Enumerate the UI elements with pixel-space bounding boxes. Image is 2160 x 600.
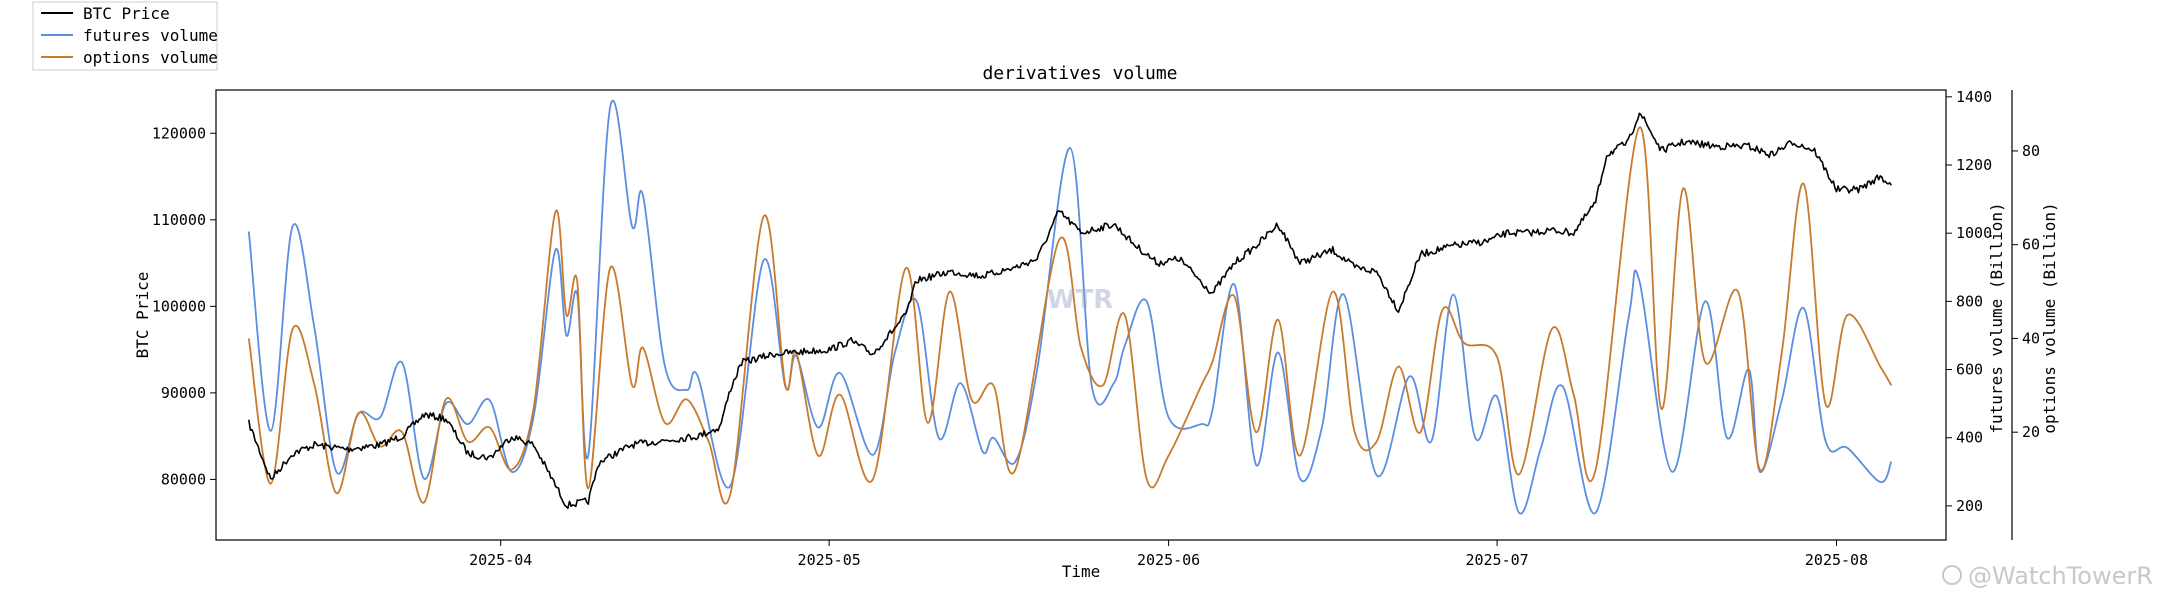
axis-ticks: 2025-04 2025-05 2025-06 2025-07 2025-08 80000… (152, 88, 2040, 569)
futures-tick-label: 1400 (1956, 88, 1992, 106)
btc-tick-label: 100000 (152, 297, 206, 315)
center-watermark: WTR (1047, 285, 1113, 315)
futures-tick-label: 800 (1956, 292, 1983, 310)
options-volume-line (247, 126, 1893, 505)
legend-label-options: options volume (83, 48, 218, 67)
x-tick-label: 2025-07 (1465, 551, 1528, 569)
legend-label-btc: BTC Price (83, 4, 170, 23)
btc-tick-label: 90000 (161, 384, 206, 402)
legend: BTC Price futures volume options volume (32, 1, 218, 71)
options-tick-label: 40 (2022, 329, 2040, 347)
futures-tick-label: 1000 (1956, 224, 1992, 242)
y-axis-label-options: options volume (Billion) (2040, 202, 2059, 433)
x-axis-label: Time (1062, 562, 1101, 581)
futures-tick-label: 600 (1956, 361, 1983, 379)
options-tick-label: 60 (2022, 236, 2040, 254)
futures-tick-label: 1200 (1956, 156, 1992, 174)
futures-volume-line (247, 99, 1893, 515)
btc-tick-label: 120000 (152, 124, 206, 142)
futures-tick-label: 400 (1956, 429, 1983, 447)
plot-frame (215, 89, 1947, 541)
btc-tick-label: 110000 (152, 211, 206, 229)
btc-price-line (248, 112, 1892, 510)
corner-watermark: @WatchTowerR (1942, 562, 2153, 590)
y-axis-label-futures: futures volume (Billion) (1987, 202, 2006, 433)
futures-tick-label: 200 (1956, 497, 1983, 515)
chart-title: derivatives volume (982, 63, 1177, 84)
x-tick-label: 2025-04 (469, 551, 532, 569)
weibo-logo-icon (1942, 565, 1962, 585)
legend-label-futures: futures volume (83, 26, 218, 45)
btc-tick-label: 80000 (161, 470, 206, 488)
options-tick-label: 20 (2022, 423, 2040, 441)
y-axis-label-btc: BTC Price (133, 272, 152, 359)
x-tick-label: 2025-06 (1137, 551, 1200, 569)
x-tick-label: 2025-05 (798, 551, 861, 569)
corner-watermark-text: @WatchTowerR (1968, 562, 2153, 590)
series-layer (247, 99, 1893, 515)
x-tick-label: 2025-08 (1805, 551, 1868, 569)
options-tick-label: 80 (2022, 142, 2040, 160)
